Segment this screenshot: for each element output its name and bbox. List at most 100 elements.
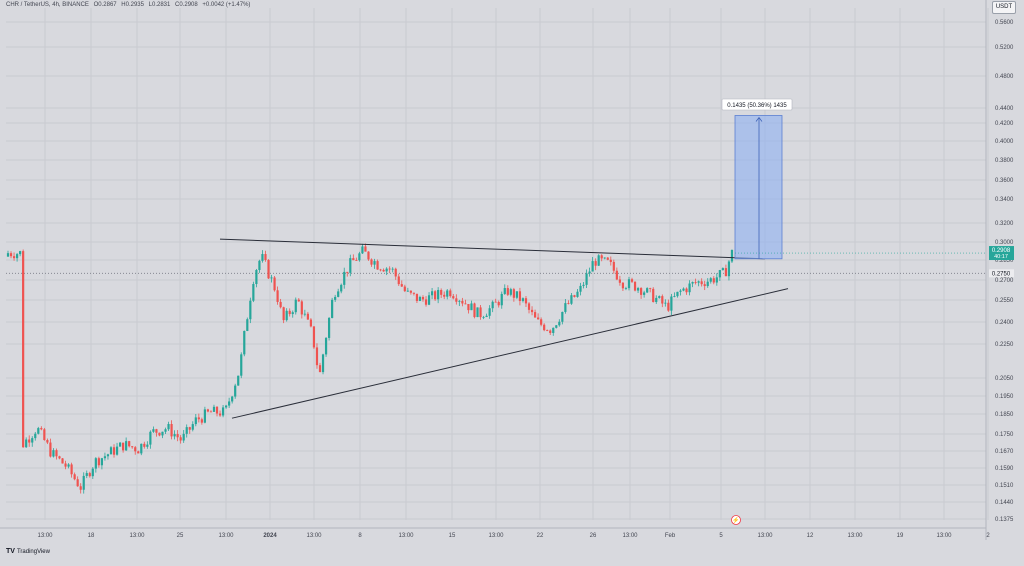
candle-body[interactable]: [464, 303, 467, 305]
candle-body[interactable]: [340, 284, 343, 292]
candle-body[interactable]: [633, 281, 637, 291]
support-trendline[interactable]: [231, 288, 789, 419]
candle-body[interactable]: [724, 268, 728, 277]
candle-body[interactable]: [70, 464, 73, 475]
candle-body[interactable]: [597, 255, 600, 266]
candle-body[interactable]: [49, 442, 52, 457]
candle-body[interactable]: [28, 439, 31, 443]
candle-body[interactable]: [324, 337, 328, 355]
candle-body[interactable]: [82, 475, 85, 490]
candle-body[interactable]: [694, 282, 697, 283]
candle-body[interactable]: [312, 326, 316, 348]
candle-body[interactable]: [170, 424, 173, 437]
candle-body[interactable]: [291, 312, 294, 315]
candle-body[interactable]: [73, 474, 76, 480]
candle-body[interactable]: [730, 249, 734, 262]
price-range-measure-box[interactable]: [734, 115, 783, 260]
candle-body[interactable]: [697, 281, 700, 283]
candle-body[interactable]: [443, 294, 446, 297]
candle-body[interactable]: [352, 258, 355, 261]
candle-body[interactable]: [437, 289, 440, 300]
candle-body[interactable]: [382, 269, 385, 272]
candle-body[interactable]: [261, 254, 264, 261]
candle-body[interactable]: [212, 406, 216, 412]
candle-body[interactable]: [409, 290, 412, 293]
candle-body[interactable]: [43, 429, 46, 441]
candle-body[interactable]: [364, 246, 367, 252]
candle-body[interactable]: [258, 260, 261, 270]
candle-body[interactable]: [564, 303, 567, 312]
candle-body[interactable]: [624, 288, 628, 289]
candle-body[interactable]: [685, 288, 688, 293]
candle-body[interactable]: [15, 254, 19, 259]
candle-body[interactable]: [215, 406, 219, 414]
candle-body[interactable]: [503, 288, 506, 294]
candle-body[interactable]: [34, 433, 37, 439]
candle-body[interactable]: [149, 431, 152, 445]
candle-body[interactable]: [482, 316, 485, 318]
candle-body[interactable]: [315, 347, 319, 366]
candle-body[interactable]: [246, 319, 249, 331]
candle-body[interactable]: [112, 447, 116, 455]
candle-body[interactable]: [512, 289, 515, 298]
candle-body[interactable]: [255, 269, 258, 285]
candle-body[interactable]: [343, 271, 346, 285]
candle-body[interactable]: [103, 456, 107, 459]
candle-body[interactable]: [137, 451, 140, 454]
candle-body[interactable]: [94, 458, 97, 469]
candle-body[interactable]: [639, 288, 643, 295]
candle-body[interactable]: [612, 261, 615, 271]
candle-body[interactable]: [173, 434, 176, 437]
candle-body[interactable]: [434, 291, 437, 300]
candle-body[interactable]: [240, 354, 243, 376]
candle-body[interactable]: [588, 271, 591, 274]
candle-body[interactable]: [97, 458, 100, 466]
candle-body[interactable]: [430, 291, 434, 296]
candle-body[interactable]: [100, 458, 104, 466]
candle-body[interactable]: [334, 296, 337, 300]
candle-body[interactable]: [649, 288, 652, 289]
candle-body[interactable]: [679, 290, 682, 292]
candle-body[interactable]: [234, 385, 237, 397]
candle-body[interactable]: [555, 325, 558, 328]
candle-body[interactable]: [661, 296, 664, 304]
candle-body[interactable]: [318, 365, 322, 373]
candle-body[interactable]: [609, 259, 612, 262]
candle-body[interactable]: [385, 268, 388, 272]
candle-body[interactable]: [721, 268, 724, 271]
candle-body[interactable]: [12, 256, 16, 259]
candle-body[interactable]: [303, 313, 306, 315]
candle-body[interactable]: [331, 299, 334, 318]
candle-body[interactable]: [361, 246, 364, 254]
candle-body[interactable]: [643, 292, 646, 295]
candle-body[interactable]: [652, 288, 655, 303]
currency-badge[interactable]: USDT: [992, 1, 1016, 14]
candle-body[interactable]: [106, 454, 110, 457]
candle-body[interactable]: [125, 441, 128, 451]
candle-body[interactable]: [591, 261, 594, 272]
candle-body[interactable]: [440, 289, 443, 295]
candle-body[interactable]: [327, 317, 331, 338]
candle-body[interactable]: [115, 446, 119, 455]
candle-body[interactable]: [143, 443, 146, 447]
candle-body[interactable]: [715, 277, 718, 283]
candle-body[interactable]: [146, 444, 149, 447]
candle-body[interactable]: [603, 257, 606, 259]
candle-body[interactable]: [134, 447, 137, 452]
candle-body[interactable]: [400, 284, 403, 287]
candle-body[interactable]: [164, 429, 167, 432]
candle-body[interactable]: [627, 279, 631, 289]
candle-body[interactable]: [421, 297, 425, 300]
candle-body[interactable]: [228, 401, 231, 406]
candle-body[interactable]: [476, 307, 479, 318]
candle-body[interactable]: [427, 295, 431, 305]
candle-body[interactable]: [418, 297, 422, 301]
candle-body[interactable]: [397, 276, 400, 285]
candle-body[interactable]: [600, 255, 603, 259]
candle-body[interactable]: [527, 303, 531, 310]
candle-body[interactable]: [276, 290, 279, 302]
candle-body[interactable]: [109, 447, 113, 455]
candle-body[interactable]: [337, 291, 340, 297]
candle-body[interactable]: [379, 269, 382, 271]
